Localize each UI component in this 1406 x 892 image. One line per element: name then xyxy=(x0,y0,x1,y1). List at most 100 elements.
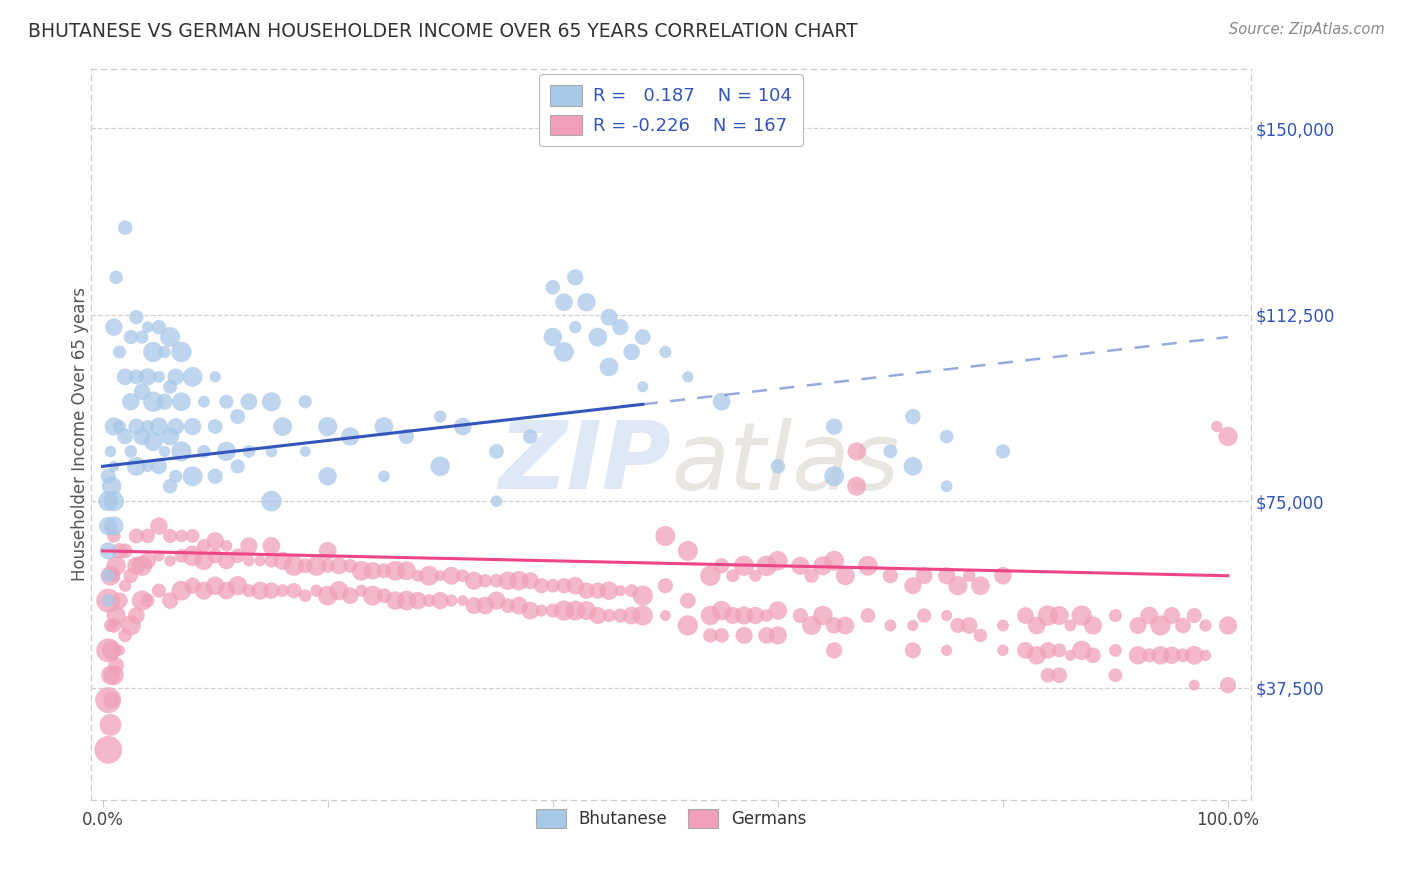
Point xyxy=(181,469,204,483)
Point xyxy=(440,593,463,607)
Point xyxy=(159,593,181,607)
Point xyxy=(181,579,204,593)
Point xyxy=(294,558,316,573)
Point xyxy=(586,583,609,598)
Point xyxy=(879,444,901,458)
Point xyxy=(395,429,418,443)
Point xyxy=(789,608,811,623)
Point xyxy=(541,579,564,593)
Point xyxy=(120,394,142,409)
Point xyxy=(395,593,418,607)
Point xyxy=(553,579,575,593)
Point xyxy=(1104,668,1126,682)
Point xyxy=(564,320,586,334)
Point xyxy=(260,583,283,598)
Point xyxy=(103,618,125,632)
Point xyxy=(710,628,733,642)
Point xyxy=(120,444,142,458)
Point xyxy=(1059,648,1081,663)
Point xyxy=(316,558,339,573)
Point xyxy=(1182,608,1205,623)
Point xyxy=(153,394,176,409)
Point xyxy=(912,568,935,582)
Point xyxy=(620,608,643,623)
Point xyxy=(170,394,193,409)
Point xyxy=(271,554,294,568)
Point xyxy=(204,419,226,434)
Point xyxy=(991,444,1014,458)
Point xyxy=(131,384,153,399)
Point xyxy=(170,583,193,598)
Point xyxy=(165,469,187,483)
Point xyxy=(193,554,215,568)
Point xyxy=(991,643,1014,657)
Point xyxy=(733,608,755,623)
Point xyxy=(142,434,165,449)
Point xyxy=(541,330,564,344)
Point xyxy=(508,574,530,588)
Point xyxy=(159,429,181,443)
Point xyxy=(1160,648,1182,663)
Point xyxy=(226,409,249,424)
Point xyxy=(125,419,148,434)
Point xyxy=(170,444,193,458)
Point xyxy=(935,429,957,443)
Point xyxy=(553,603,575,617)
Point xyxy=(676,593,699,607)
Point xyxy=(170,529,193,543)
Point xyxy=(97,593,120,607)
Point xyxy=(485,574,508,588)
Point xyxy=(575,603,598,617)
Point xyxy=(463,574,485,588)
Point xyxy=(598,608,620,623)
Point xyxy=(631,330,654,344)
Point xyxy=(97,743,120,757)
Point xyxy=(238,583,260,598)
Point xyxy=(131,330,153,344)
Point xyxy=(766,628,789,642)
Point xyxy=(474,574,496,588)
Point xyxy=(654,608,676,623)
Point xyxy=(165,419,187,434)
Point xyxy=(530,579,553,593)
Point xyxy=(305,558,328,573)
Point xyxy=(519,574,541,588)
Point xyxy=(1149,618,1171,632)
Point xyxy=(193,444,215,458)
Point xyxy=(856,558,879,573)
Point xyxy=(1070,608,1092,623)
Point xyxy=(811,608,834,623)
Point xyxy=(103,320,125,334)
Point xyxy=(429,409,451,424)
Point xyxy=(339,589,361,603)
Point xyxy=(631,589,654,603)
Point xyxy=(901,579,924,593)
Point xyxy=(957,618,980,632)
Point xyxy=(159,529,181,543)
Point xyxy=(935,643,957,657)
Point xyxy=(418,568,440,582)
Point xyxy=(1182,678,1205,692)
Point xyxy=(1036,668,1059,682)
Point xyxy=(991,618,1014,632)
Text: atlas: atlas xyxy=(671,417,900,508)
Point xyxy=(541,280,564,294)
Point xyxy=(260,394,283,409)
Point xyxy=(654,579,676,593)
Point xyxy=(165,369,187,384)
Point xyxy=(384,564,406,578)
Point xyxy=(105,658,128,673)
Point xyxy=(373,469,395,483)
Point xyxy=(901,643,924,657)
Point xyxy=(97,643,120,657)
Point xyxy=(373,419,395,434)
Point xyxy=(1059,618,1081,632)
Point xyxy=(120,618,142,632)
Point xyxy=(249,583,271,598)
Point xyxy=(800,618,823,632)
Point xyxy=(609,320,631,334)
Point xyxy=(100,479,122,493)
Point xyxy=(350,564,373,578)
Point xyxy=(485,444,508,458)
Point xyxy=(811,558,834,573)
